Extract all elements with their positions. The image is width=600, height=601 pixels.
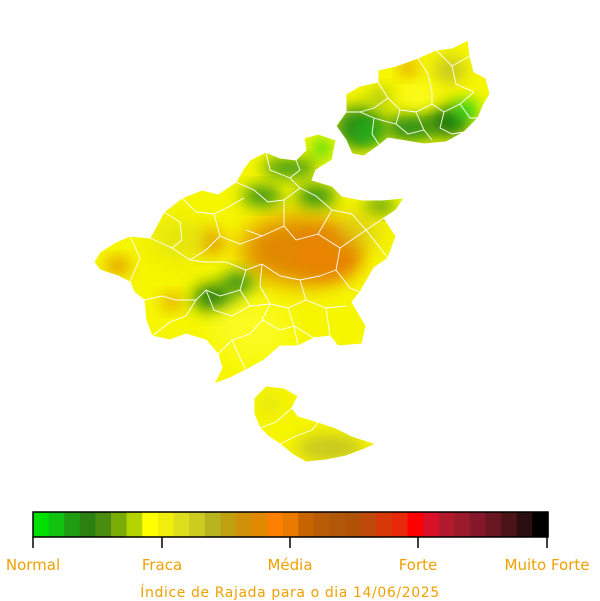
south-region: [253, 385, 378, 463]
bright-green-zone-east: [454, 100, 478, 120]
color-scale-swatch: [142, 512, 159, 537]
color-scale-swatch: [469, 512, 487, 537]
color-scale-swatch: [48, 512, 65, 537]
color-scale-swatch: [329, 512, 346, 537]
color-scale-swatch: [235, 512, 253, 537]
color-scale-swatch: [33, 512, 50, 537]
color-scale-swatch: [438, 512, 455, 537]
color-scale-swatch: [532, 512, 549, 537]
color-scale-swatch: [220, 512, 237, 537]
tick-label-fraca: Fraca: [141, 556, 183, 574]
color-scale-ticks: [32, 537, 548, 548]
municipality-borders-northeast: [346, 49, 478, 147]
main-region: [93, 133, 405, 385]
map-caption: Índice de Rajada para o dia 14/06/2025: [140, 585, 440, 601]
color-scale-swatch: [313, 512, 331, 537]
color-scale-swatch: [298, 512, 315, 537]
color-scale-swatch: [485, 512, 502, 537]
color-scale-swatch: [251, 512, 268, 537]
color-scale-swatch: [111, 512, 128, 537]
tick-label-media: Média: [267, 556, 313, 574]
gust-index-map: [93, 39, 491, 463]
color-scale-swatch: [454, 512, 471, 537]
northeast-region: [335, 39, 491, 157]
color-scale-swatch: [204, 512, 221, 537]
color-scale-swatch: [189, 512, 206, 537]
color-scale-swatch: [376, 512, 393, 537]
color-scale-swatch: [516, 512, 533, 537]
orange-zone-northeast: [400, 60, 416, 76]
green-zone-north: [242, 186, 282, 206]
municipality-borders-south: [259, 407, 319, 445]
olive-zone-south: [296, 434, 364, 462]
tick-label-forte: Forte: [398, 556, 438, 574]
color-scale-swatch: [501, 512, 518, 537]
color-scale-swatch: [407, 512, 424, 537]
color-scale-legend: [32, 511, 549, 548]
tick-label-muito-forte: Muito Forte: [504, 556, 590, 574]
color-scale-swatch: [282, 512, 299, 537]
color-scale-swatch: [173, 512, 190, 537]
color-scale-swatch: [79, 512, 97, 537]
municipality-borders-main: [129, 151, 389, 371]
color-scale-swatch: [95, 512, 112, 537]
color-scale-swatch: [360, 512, 377, 537]
color-scale-swatch: [64, 512, 81, 537]
color-scale-swatch: [126, 512, 143, 537]
color-scale-swatch: [391, 512, 409, 537]
tick-label-normal: Normal: [5, 556, 61, 574]
color-scale-bar: [33, 512, 549, 537]
color-scale-swatch: [157, 512, 175, 537]
color-scale-swatch: [267, 512, 284, 537]
color-scale-swatch: [345, 512, 362, 537]
color-scale-swatch: [423, 512, 440, 537]
